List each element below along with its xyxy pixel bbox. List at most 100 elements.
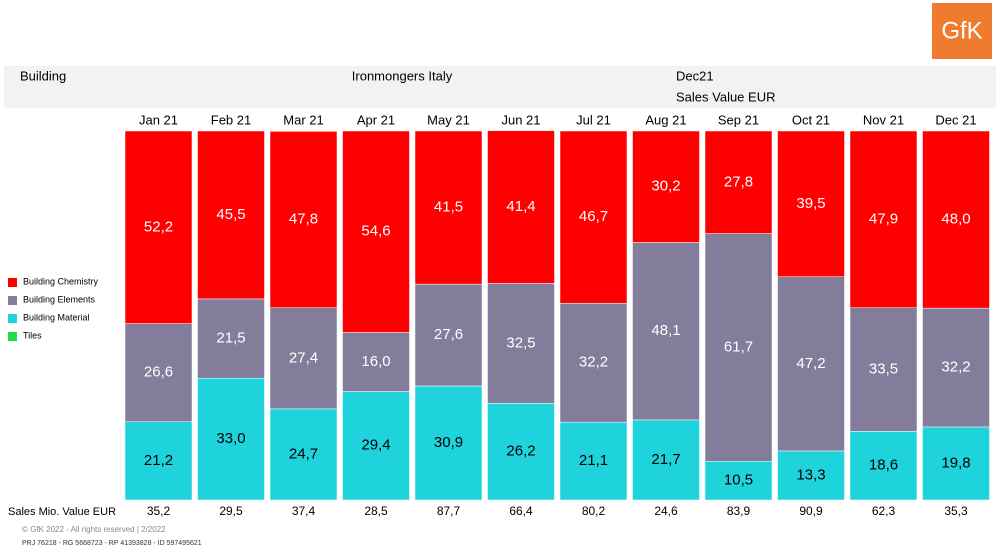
bar-segment xyxy=(487,283,555,404)
header-band xyxy=(4,66,996,108)
legend-swatch xyxy=(8,296,17,305)
bar-segment xyxy=(197,377,265,501)
total-label: 29,5 xyxy=(219,504,243,518)
value-label: 32,2 xyxy=(941,358,970,375)
bar-segment xyxy=(632,419,700,501)
bar-segment xyxy=(704,130,773,234)
value-label: 27,6 xyxy=(434,326,463,343)
bar-segment xyxy=(922,426,990,501)
value-label: 10,5 xyxy=(724,472,753,489)
value-label: 32,5 xyxy=(506,334,535,351)
value-label: 19,8 xyxy=(941,454,970,471)
x-tick-label: Aug 21 xyxy=(645,112,686,127)
footer-ids: PRJ 76218 - RG 5668723 - RP 41393828 - I… xyxy=(22,540,202,547)
value-label: 48,1 xyxy=(651,322,680,339)
value-label: 30,9 xyxy=(434,434,463,451)
value-label: 33,5 xyxy=(869,361,898,378)
value-label: 30,2 xyxy=(651,178,680,195)
value-label: 24,7 xyxy=(289,445,318,462)
value-label: 21,7 xyxy=(651,451,680,468)
bar-segment xyxy=(777,130,845,278)
bar-segment xyxy=(704,461,773,501)
bar-segment xyxy=(414,385,483,501)
legend-swatch xyxy=(8,314,17,323)
value-label: 61,7 xyxy=(724,338,753,355)
total-label: 37,4 xyxy=(292,504,316,518)
bar-segment xyxy=(414,283,483,387)
total-label: 24,6 xyxy=(654,504,678,518)
bar-segment xyxy=(197,298,265,379)
value-label: 26,6 xyxy=(144,364,173,381)
bar-segment xyxy=(559,130,628,304)
bar-segment xyxy=(414,130,483,285)
bar-segment xyxy=(559,303,628,423)
bar-segment xyxy=(632,130,700,243)
value-label: 47,8 xyxy=(289,211,318,228)
legend-label: Building Material xyxy=(23,312,90,322)
x-tick-label: May 21 xyxy=(427,112,470,127)
total-label: 87,7 xyxy=(437,504,461,518)
x-tick-label: Jul 21 xyxy=(576,112,611,127)
legend-label: Building Chemistry xyxy=(23,276,99,286)
value-label: 27,4 xyxy=(289,349,318,366)
legend-label: Building Elements xyxy=(23,294,96,304)
bar-segment xyxy=(342,391,410,501)
legend-swatch xyxy=(8,278,17,287)
total-label: 28,5 xyxy=(364,504,388,518)
bar-segment xyxy=(704,233,773,462)
value-label: 21,1 xyxy=(579,452,608,469)
value-label: 47,9 xyxy=(869,210,898,227)
value-label: 46,7 xyxy=(579,208,608,225)
x-tick-label: Jan 21 xyxy=(139,112,178,127)
value-label: 52,2 xyxy=(144,218,173,235)
value-label: 32,2 xyxy=(579,354,608,371)
value-label: 33,0 xyxy=(216,430,245,447)
bar-segment xyxy=(487,403,555,501)
value-label: 16,0 xyxy=(361,353,390,370)
total-label: 83,9 xyxy=(727,504,751,518)
total-label: 80,2 xyxy=(582,504,606,518)
header-measure: Sales Value EUR xyxy=(676,89,775,104)
legend-label: Tiles xyxy=(23,330,42,340)
value-label: 13,3 xyxy=(796,466,825,483)
header-segment: Building xyxy=(20,68,66,83)
bar-segment xyxy=(777,276,845,452)
bar-segment xyxy=(269,131,338,309)
bar-segment xyxy=(342,130,410,333)
totals-label: Sales Mio. Value EUR xyxy=(8,506,116,518)
value-label: 48,0 xyxy=(941,211,970,228)
total-label: 35,3 xyxy=(944,504,968,518)
x-tick-label: Nov 21 xyxy=(863,112,904,127)
total-label: 62,3 xyxy=(872,504,896,518)
x-tick-label: Mar 21 xyxy=(283,112,323,127)
header-channel: Ironmongers Italy xyxy=(352,68,453,83)
value-label: 47,2 xyxy=(796,355,825,372)
bar-segment xyxy=(922,307,990,428)
bar-segment xyxy=(849,130,918,309)
total-label: 66,4 xyxy=(509,504,533,518)
x-tick-label: Dec 21 xyxy=(935,112,976,127)
bar-segment xyxy=(124,130,193,324)
bar-segment xyxy=(849,307,918,432)
bar-segment xyxy=(922,130,990,309)
bar-segment xyxy=(632,242,700,421)
value-label: 39,5 xyxy=(796,195,825,212)
bar-segment xyxy=(269,408,338,501)
total-label: 35,2 xyxy=(147,504,171,518)
value-label: 21,5 xyxy=(216,330,245,347)
x-tick-label: Apr 21 xyxy=(357,112,395,127)
value-label: 29,4 xyxy=(361,437,390,454)
logo-box xyxy=(932,3,992,59)
x-tick-label: Feb 21 xyxy=(211,112,251,127)
bar-segment xyxy=(849,431,918,501)
value-label: 21,2 xyxy=(144,452,173,469)
bar-segment xyxy=(559,421,628,501)
total-label: 90,9 xyxy=(799,504,823,518)
value-label: 27,8 xyxy=(724,173,753,190)
bar-segment xyxy=(124,421,193,501)
bar-segment xyxy=(342,332,410,392)
value-label: 41,5 xyxy=(434,199,463,216)
x-tick-label: Oct 21 xyxy=(792,112,830,127)
bar-segment xyxy=(197,130,265,300)
